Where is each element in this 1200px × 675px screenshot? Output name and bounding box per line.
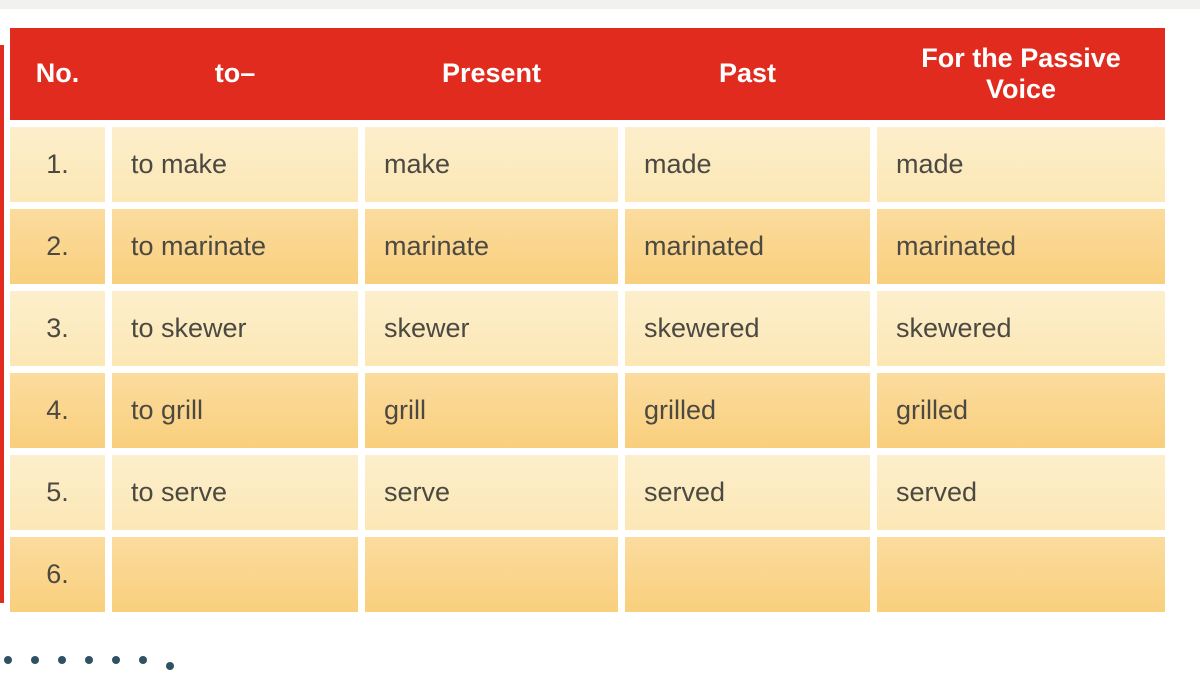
left-red-accent-bar: [0, 45, 4, 603]
column-header-past: Past: [718, 58, 777, 89]
cell-row2-present: marinate: [365, 209, 618, 284]
table-body: 1. to make make made made 2. to marinate…: [10, 127, 1165, 612]
verb-conjugation-table: No. to– Present Past For the Passive Voi…: [10, 28, 1165, 612]
cell-row5-present: serve: [365, 455, 618, 530]
decorative-dots-row: [4, 656, 174, 670]
cell-row3-no: 3.: [10, 291, 105, 366]
cell-row5-passive: served: [877, 455, 1165, 530]
dot-icon: [112, 656, 120, 664]
cell-row3-past: skewered: [625, 291, 870, 366]
cell-row1-present: make: [365, 127, 618, 202]
cell-row5-no: 5.: [10, 455, 105, 530]
dot-icon: [166, 662, 174, 670]
cell-row4-to: to grill: [112, 373, 358, 448]
column-header-present: Present: [441, 58, 542, 89]
cell-row1-no: 1.: [10, 127, 105, 202]
dot-icon: [4, 656, 12, 664]
dot-icon: [139, 656, 147, 664]
column-header-to: to–: [214, 58, 256, 89]
cell-row2-no: 2.: [10, 209, 105, 284]
table-header-row: No. to– Present Past For the Passive Voi…: [10, 28, 1165, 120]
dot-icon: [31, 656, 39, 664]
cell-row2-to: to marinate: [112, 209, 358, 284]
cell-row1-to: to make: [112, 127, 358, 202]
cell-row3-present: skewer: [365, 291, 618, 366]
cell-row4-no: 4.: [10, 373, 105, 448]
cell-row5-to: to serve: [112, 455, 358, 530]
cell-row3-to: to skewer: [112, 291, 358, 366]
cell-row3-passive: skewered: [877, 291, 1165, 366]
cell-row6-past: [625, 537, 870, 612]
cell-row2-passive: marinated: [877, 209, 1165, 284]
dot-icon: [58, 656, 66, 664]
cell-row2-past: marinated: [625, 209, 870, 284]
cell-row4-passive: grilled: [877, 373, 1165, 448]
column-header-passive: For the Passive Voice: [921, 42, 1121, 104]
cell-row6-passive: [877, 537, 1165, 612]
column-header-no: No.: [35, 58, 80, 89]
top-strip: [0, 0, 1200, 9]
cell-row4-past: grilled: [625, 373, 870, 448]
cell-row5-past: served: [625, 455, 870, 530]
cell-row1-passive: made: [877, 127, 1165, 202]
cell-row1-past: made: [625, 127, 870, 202]
cell-row6-to: [112, 537, 358, 612]
cell-row6-present: [365, 537, 618, 612]
cell-row4-present: grill: [365, 373, 618, 448]
dot-icon: [85, 656, 93, 664]
cell-row6-no: 6.: [10, 537, 105, 612]
